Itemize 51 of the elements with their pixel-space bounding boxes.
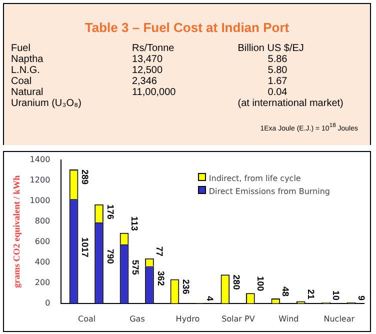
y-tick-label: 1400 [30, 154, 50, 164]
x-tick-label: Hydro [176, 314, 200, 324]
text: Fuel [11, 43, 32, 54]
y-tick-label: 600 [34, 236, 50, 246]
data-label: 10 [331, 290, 342, 300]
text: L.N.G. [11, 65, 41, 76]
text: (at international market) [238, 98, 344, 109]
text: Coal [11, 76, 33, 87]
text: 12,500 [132, 65, 164, 76]
data-label: 362 [156, 270, 166, 286]
x-tick-label: Wind [278, 314, 299, 324]
y-tick-label: 1000 [30, 196, 50, 205]
x-tick-label: Coal [78, 314, 96, 324]
data-label: 236 [181, 279, 192, 294]
text: Naptha [11, 54, 44, 65]
data-label: 1017 [80, 237, 90, 258]
text: 0.04 [266, 87, 288, 98]
text: Natural [11, 87, 44, 98]
y-tick-label: 1200 [30, 175, 50, 184]
y-axis-title: grams CO2 equivalent / kWh [12, 175, 22, 288]
data-label: 289 [80, 169, 90, 184]
data-label: 790 [105, 248, 116, 264]
y-tick-label: 800 [34, 216, 50, 226]
data-label: 100 [255, 276, 266, 292]
data-label: 4 [204, 296, 215, 301]
text: 5.80 [266, 65, 288, 76]
data-label: 280 [232, 274, 242, 290]
text: 5.86 [266, 54, 288, 65]
y-tick-label: 200 [34, 278, 50, 287]
x-tick-label: Gas [130, 314, 145, 324]
x-tick-label: Nuclear [324, 314, 356, 324]
data-label: 575 [130, 260, 141, 275]
legend-label: Direct Emissions from Burning [208, 186, 330, 198]
text: Uranium (U₃O₈) [11, 98, 82, 109]
text: Billion US $/EJ [238, 43, 305, 54]
text: 13,470 [132, 54, 164, 65]
text: 11,00,000 [132, 87, 177, 98]
y-tick-label: 400 [34, 257, 50, 266]
data-label: 77 [154, 246, 165, 256]
data-label: 176 [105, 204, 116, 220]
legend-label: Indirect, from life cycle [208, 173, 302, 185]
text: Table 3 – Fuel Cost at Indian Port [84, 20, 290, 35]
text: Rs/Tonne [132, 43, 176, 54]
data-label: 21 [306, 289, 316, 300]
data-label: 9 [356, 295, 366, 300]
data-label: 48 [280, 286, 291, 296]
text: 2,346 [132, 76, 158, 87]
x-tick-label: Solar PV [222, 314, 256, 324]
data-label: 113 [129, 216, 140, 231]
y-tick-label: 0 [45, 298, 50, 308]
text: 1.67 [266, 76, 288, 87]
